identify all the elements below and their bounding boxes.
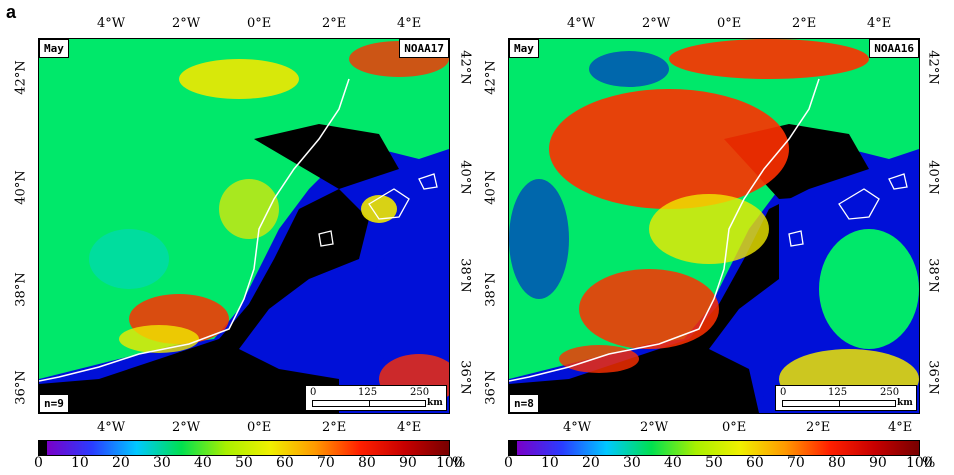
right-lat-tick: 36°N <box>457 360 473 395</box>
top-lon-tick: 0°E <box>247 16 272 31</box>
colorbar-tick-label: 0 <box>34 455 43 471</box>
colorbar-tick-label: 0 <box>504 455 513 471</box>
bottom-lon-tick: 4°W <box>97 420 126 435</box>
top-lon-tick: 4°W <box>567 16 596 31</box>
top-lon-tick: 2°W <box>172 16 201 31</box>
colorbar-tick-label: 70 <box>317 455 335 471</box>
scale-label-125: 125 <box>358 387 378 398</box>
sample-count-tag: n=8 <box>509 394 539 413</box>
scale-unit: km <box>897 398 913 408</box>
scale-label-250: 250 <box>410 387 430 398</box>
sample-count-tag: n=9 <box>39 394 69 413</box>
top-lon-tick: 4°W <box>97 16 126 31</box>
left-lat-tick: 38°N <box>483 272 499 307</box>
top-lon-tick: 2°W <box>642 16 671 31</box>
top-lon-tick: 4°E <box>867 16 892 31</box>
colorbar-unit: % <box>452 455 466 471</box>
colorbar-tick-label: 40 <box>664 455 682 471</box>
bottom-lon-tick: 4°W <box>563 420 592 435</box>
left-lat-tick: 36°N <box>483 370 499 405</box>
scale-unit: km <box>427 398 443 408</box>
left-lat-tick: 40°N <box>13 170 29 205</box>
colorbar-unit: % <box>922 455 936 471</box>
bottom-lon-tick: 2°E <box>322 420 347 435</box>
colorbar-tick-label: 80 <box>358 455 376 471</box>
month-tag: May <box>509 39 539 58</box>
satellite-tag: NOAA17 <box>399 39 449 58</box>
bottom-lon-tick: 4°E <box>397 420 422 435</box>
right-lat-tick: 42°N <box>925 50 941 85</box>
coverage-map-noaa17: May NOAA17 n=9 0 125 250 km <box>38 38 450 414</box>
map-image <box>39 39 449 413</box>
bottom-lon-tick: 0°E <box>722 420 747 435</box>
left-lat-tick: 42°N <box>483 60 499 95</box>
left-lat-tick: 38°N <box>13 272 29 307</box>
colorbar-tick-label: 90 <box>869 455 887 471</box>
map-image <box>509 39 919 413</box>
colorbar-tick-label: 20 <box>582 455 600 471</box>
right-lat-tick: 38°N <box>457 258 473 293</box>
scale-bar-graphic <box>312 400 426 407</box>
colorbar-tick-label: 70 <box>787 455 805 471</box>
colorbar-tick-label: 20 <box>112 455 130 471</box>
colorbar-tick-label: 30 <box>623 455 641 471</box>
bottom-lon-tick: 4°E <box>888 420 913 435</box>
colorbar-tick-label: 40 <box>194 455 212 471</box>
top-lon-tick: 4°E <box>397 16 422 31</box>
scale-bar: 0 125 250 km <box>775 385 917 411</box>
scale-label-125: 125 <box>828 387 848 398</box>
bottom-lon-tick: 2°E <box>806 420 831 435</box>
colorbar-tick-label: 100 <box>906 455 933 471</box>
scale-bar: 0 125 250 km <box>305 385 447 411</box>
colorbar-left <box>38 440 450 456</box>
bottom-lon-tick: 2°W <box>640 420 669 435</box>
colorbar-tick-label: 50 <box>705 455 723 471</box>
top-lon-tick: 2°E <box>322 16 347 31</box>
colorbar-tick-label: 50 <box>235 455 253 471</box>
scale-bar-graphic <box>782 400 896 407</box>
right-lat-tick: 40°N <box>925 160 941 195</box>
colorbar-tick-label: 60 <box>276 455 294 471</box>
bottom-lon-tick: 2°W <box>172 420 201 435</box>
right-lat-tick: 36°N <box>925 360 941 395</box>
scale-label-250: 250 <box>880 387 900 398</box>
colorbar-right <box>508 440 920 456</box>
month-tag: May <box>39 39 69 58</box>
panel-letter: a <box>6 2 17 22</box>
colorbar-tick-label: 100 <box>436 455 463 471</box>
coverage-map-noaa16: May NOAA16 n=8 0 125 250 km <box>508 38 920 414</box>
colorbar-tick-label: 10 <box>71 455 89 471</box>
colorbar-tick-label: 30 <box>153 455 171 471</box>
top-lon-tick: 0°E <box>717 16 742 31</box>
right-lat-tick: 40°N <box>457 160 473 195</box>
bottom-lon-tick: 0°E <box>247 420 272 435</box>
colorbar-tick-label: 90 <box>399 455 417 471</box>
scale-label-0: 0 <box>780 387 787 398</box>
left-lat-tick: 36°N <box>13 370 29 405</box>
left-lat-tick: 42°N <box>13 60 29 95</box>
satellite-tag: NOAA16 <box>869 39 919 58</box>
colorbar-tick-label: 60 <box>746 455 764 471</box>
colorbar-tick-label: 10 <box>541 455 559 471</box>
scale-label-0: 0 <box>310 387 317 398</box>
right-lat-tick: 42°N <box>457 50 473 85</box>
right-lat-tick: 38°N <box>925 258 941 293</box>
top-lon-tick: 2°E <box>792 16 817 31</box>
left-lat-tick: 40°N <box>483 170 499 205</box>
colorbar-tick-label: 80 <box>828 455 846 471</box>
